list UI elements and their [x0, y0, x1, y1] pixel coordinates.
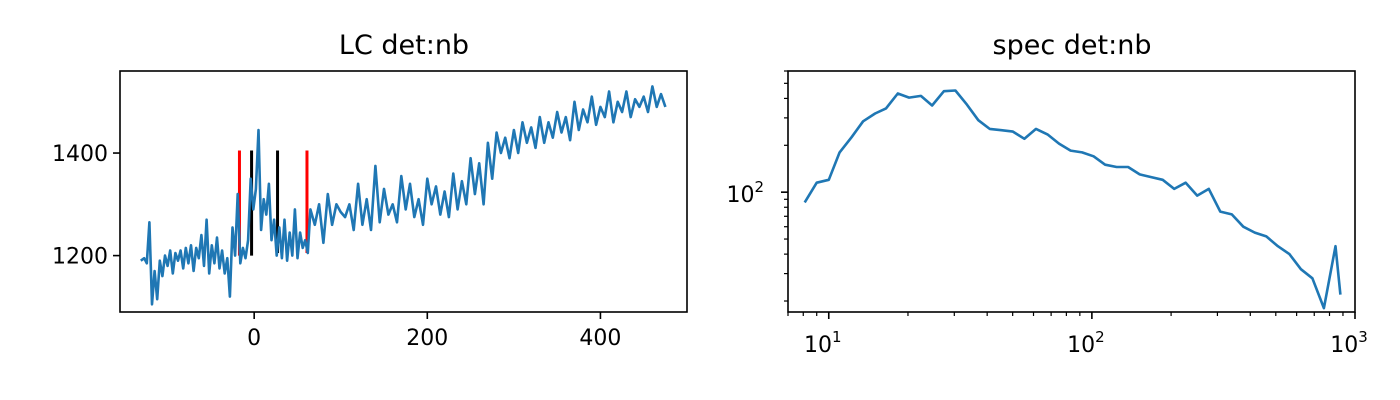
- lc-axis-ticks: 0 200 400 1200 1400: [52, 142, 621, 351]
- lc-y-tick-label: 1200: [52, 245, 108, 270]
- lc-x-tick-label: 0: [247, 326, 261, 351]
- spec-x-tick-label: 103: [1330, 328, 1368, 358]
- lc-x-tick-label: 400: [579, 326, 621, 351]
- spec-plot-frame: [787, 70, 1356, 313]
- lc-plot-frame: [119, 70, 688, 313]
- spec-x-tick-label: 102: [1067, 328, 1105, 358]
- spec-chart-panel: spec det:nb 101 102 103 102: [726, 30, 1367, 358]
- spec-series-line: [803, 89, 1342, 310]
- lc-y-tick-label: 1400: [52, 142, 108, 167]
- spec-chart-title: spec det:nb: [993, 30, 1152, 61]
- spec-y-tick-label: 102: [726, 178, 764, 208]
- lc-series-line: [140, 85, 667, 306]
- lc-chart-title: LC det:nb: [339, 30, 469, 61]
- lc-x-tick-label: 200: [406, 326, 448, 351]
- lc-chart-panel: LC det:nb 0 200 400 1200 1400: [52, 30, 688, 351]
- spec-x-tick-label: 101: [804, 328, 842, 358]
- spec-axis-ticks: 101 102 103 102: [726, 70, 1368, 358]
